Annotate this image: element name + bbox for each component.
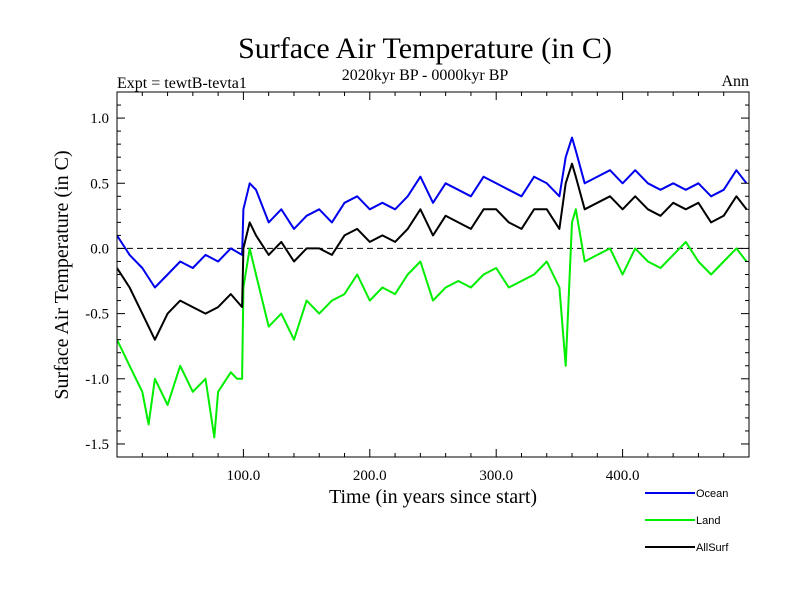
x-axis-label: Time (in years since start) (329, 486, 537, 508)
legend-label-ocean: Ocean (696, 488, 728, 500)
legend-label-allsurf: AllSurf (696, 542, 729, 554)
y-tick-label: 0.5 (90, 176, 109, 192)
y-tick-label: 1.0 (90, 111, 109, 127)
legend: Ocean Land AllSurf (645, 488, 729, 554)
x-tick-label: 100.0 (227, 468, 261, 484)
x-tick-label: 400.0 (606, 468, 640, 484)
y-tick-label: 0.0 (90, 241, 109, 257)
legend-label-land: Land (696, 515, 720, 527)
season-label: Ann (721, 73, 749, 90)
x-tick-label: 200.0 (353, 468, 387, 484)
series-line-land (117, 208, 748, 439)
chart-title: Surface Air Temperature (in C) (238, 32, 612, 65)
y-axis: -1.5 -1.0 -0.5 0.0 0.5 1.0 (85, 104, 749, 453)
series-line-allsurf (117, 162, 748, 341)
x-tick-label: 300.0 (479, 468, 513, 484)
x-axis: 100.0 200.0 300.0 400.0 (141, 92, 725, 484)
plot-area (117, 136, 749, 439)
chart-subtitle: 2020kyr BP - 0000kyr BP (342, 67, 509, 84)
plot-frame (116, 91, 750, 458)
y-tick-label: -1.0 (85, 372, 109, 388)
y-tick-label: -0.5 (85, 307, 109, 323)
series-line-ocean (117, 136, 748, 289)
experiment-label: Expt = tewtB-tevta1 (117, 75, 247, 92)
y-tick-label: -1.5 (85, 437, 109, 453)
y-axis-label: Surface Air Temperature (in C) (51, 150, 73, 399)
